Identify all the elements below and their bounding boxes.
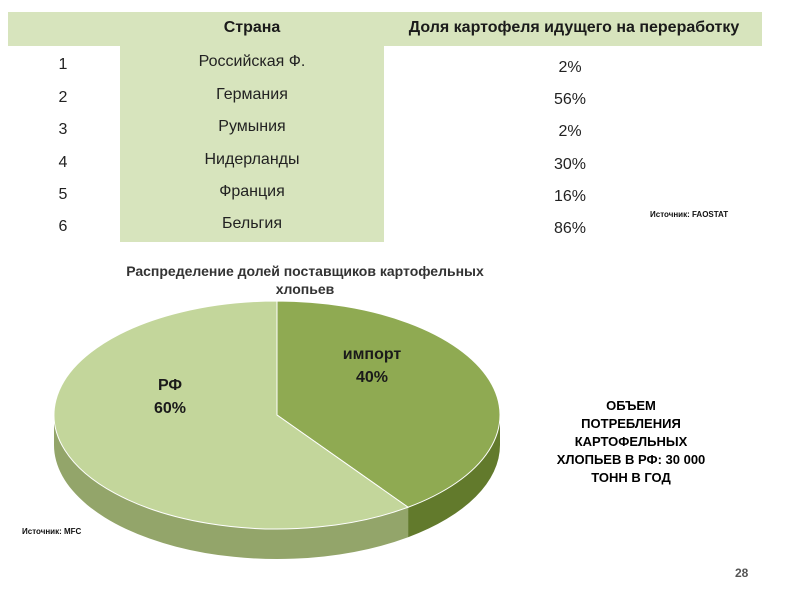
row-number: 4 [58, 154, 68, 171]
row-number: 5 [58, 186, 68, 203]
row-share: 30% [553, 156, 587, 173]
row-number: 6 [58, 218, 68, 235]
header-country: Страна [223, 19, 281, 36]
row-number: 2 [58, 89, 68, 106]
chart-source: Источник: MFC [22, 527, 82, 536]
pie-slice-value-label: 40% [356, 369, 388, 386]
pie-slice-label: импорт [343, 346, 402, 363]
row-country: Румыния [218, 118, 286, 135]
row-number: 1 [58, 56, 68, 73]
row-share: 86% [553, 220, 587, 237]
chart-title: Распределение долей поставщиков картофел… [126, 263, 484, 297]
row-number: 3 [58, 121, 68, 138]
row-country: Бельгия [222, 215, 282, 232]
row-share: 16% [553, 188, 587, 205]
pie-slice-label: РФ [158, 377, 182, 394]
row-share: 2% [558, 123, 582, 140]
page-number: 28 [735, 566, 749, 580]
country-column-band [120, 46, 384, 242]
row-country: Германия [216, 86, 288, 103]
header-share: Доля картофеля идущего на переработку [408, 19, 740, 36]
row-share: 2% [558, 59, 582, 76]
pie-slice-1 [53, 300, 410, 530]
pie-slice-value-label: 60% [154, 400, 186, 417]
row-country: Нидерланды [204, 151, 300, 168]
table-header-band [8, 12, 762, 46]
row-share: 56% [553, 91, 587, 108]
pie-slice-0 [276, 300, 501, 508]
table-source: Источник: FAOSTAT [650, 210, 729, 219]
pie-side-1 [54, 415, 409, 559]
consumption-note: ОБЪЕМ ПОТРЕБЛЕНИЯ КАРТОФЕЛЬНЫХ ХЛОПЬЕВ В… [556, 398, 706, 485]
pie-side-0 [408, 415, 500, 538]
row-country: Франция [219, 183, 285, 200]
row-country: Российская Ф. [198, 53, 306, 70]
